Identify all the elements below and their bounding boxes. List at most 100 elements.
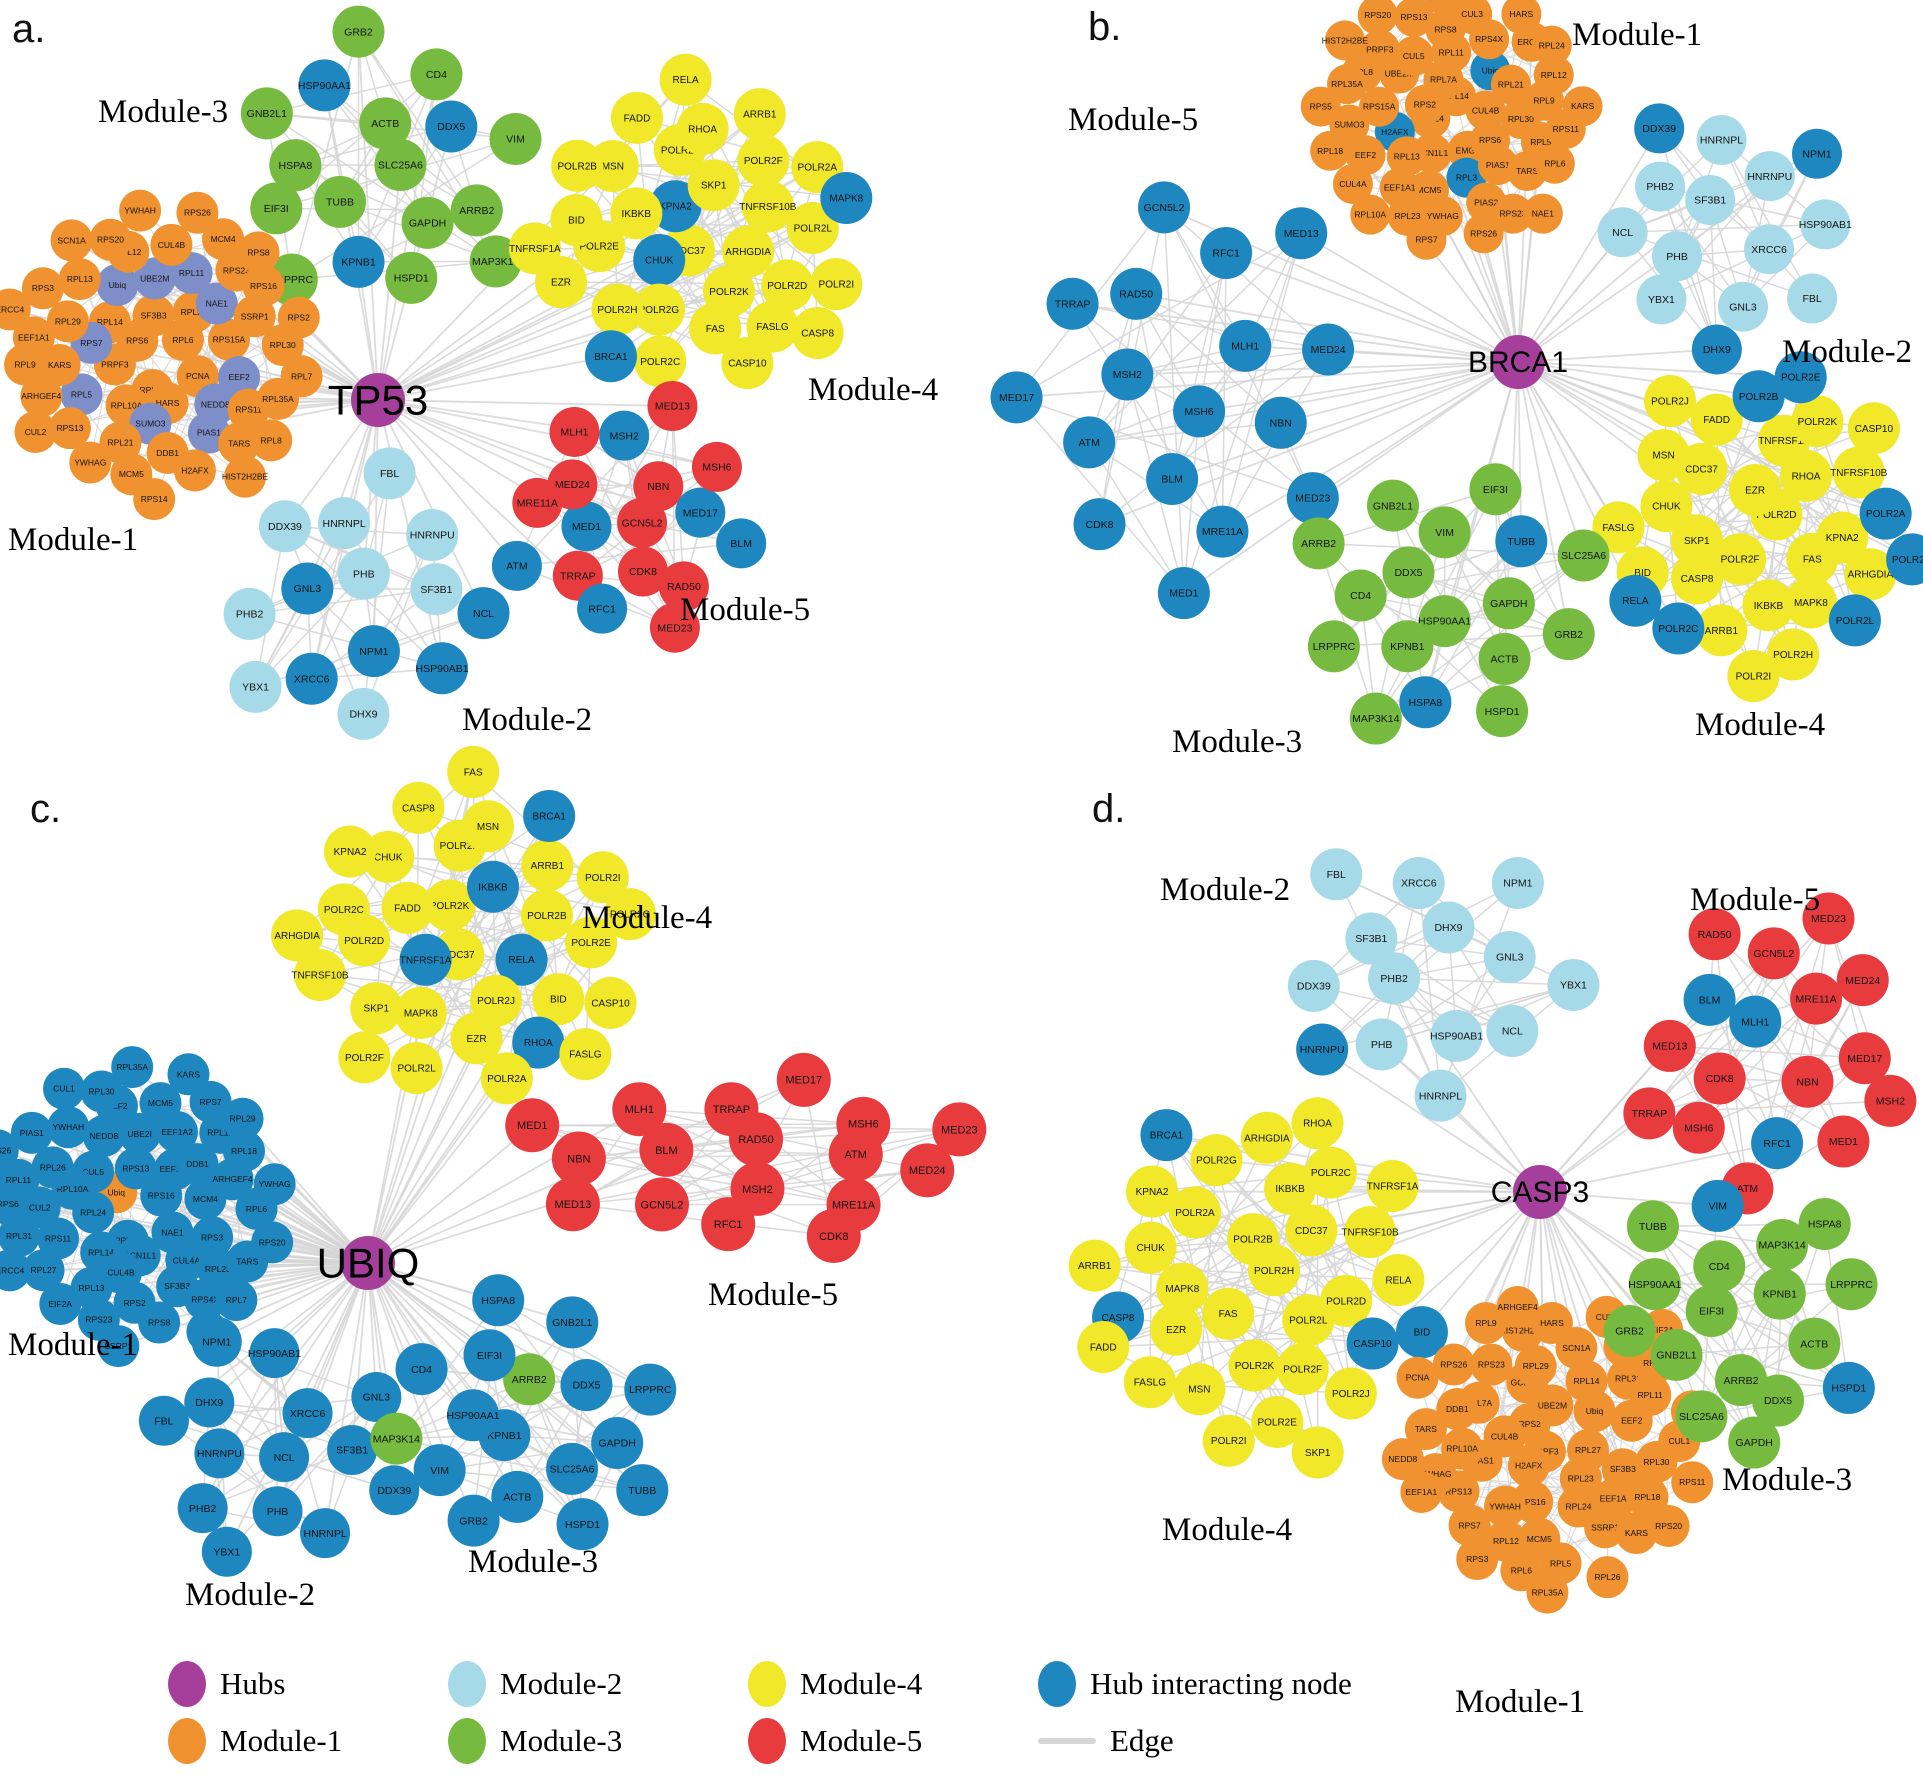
- node-RPL21[interactable]: [1490, 64, 1531, 105]
- node-RELA[interactable]: [1609, 574, 1662, 627]
- node-RPL14[interactable]: [1565, 1360, 1608, 1403]
- node-YWHAH[interactable]: [119, 189, 162, 232]
- node-PHB2[interactable]: [1635, 161, 1686, 212]
- node-FASLG[interactable]: [559, 1028, 612, 1081]
- node-GNB2L1[interactable]: [1650, 1328, 1703, 1381]
- node-HSPA8[interactable]: [472, 1274, 525, 1327]
- node-FAS[interactable]: [447, 745, 500, 798]
- node-LRPPRC[interactable]: [624, 1363, 677, 1416]
- node-ERCC4[interactable]: [0, 288, 31, 331]
- node-TRRAP[interactable]: [1623, 1087, 1676, 1140]
- node-GNL3[interactable]: [1483, 930, 1536, 983]
- node-CDK8[interactable]: [1693, 1052, 1746, 1105]
- node-POLR2K[interactable]: [1228, 1339, 1281, 1392]
- node-POLR2C[interactable]: [317, 883, 370, 936]
- node-RPL6[interactable]: [1534, 143, 1575, 184]
- node-MSN[interactable]: [1637, 429, 1690, 482]
- node-TNFRSF10B[interactable]: [741, 180, 794, 233]
- node-POLR2F[interactable]: [737, 134, 790, 187]
- node-RPL13[interactable]: [1386, 136, 1427, 177]
- node-SKP1[interactable]: [1291, 1426, 1344, 1479]
- node-CUL3[interactable]: [1452, 0, 1493, 35]
- node-NPM1[interactable]: [191, 1316, 242, 1367]
- node-MLH1[interactable]: [1219, 319, 1272, 372]
- node-HNRNPU[interactable]: [406, 509, 459, 562]
- node-NPM1[interactable]: [347, 625, 400, 678]
- node-CUL4B[interactable]: [1465, 90, 1506, 131]
- node-EIF3I[interactable]: [463, 1329, 516, 1382]
- node-UBE2M[interactable]: [133, 257, 176, 300]
- node-CASP10[interactable]: [721, 337, 774, 390]
- node-H2AFX[interactable]: [1507, 1444, 1550, 1487]
- node-FASLG[interactable]: [746, 300, 799, 353]
- node-XRCC6[interactable]: [285, 652, 338, 705]
- node-BRCA1[interactable]: [584, 330, 637, 383]
- node-MED13[interactable]: [1643, 1019, 1696, 1072]
- node-POLR2J[interactable]: [1324, 1367, 1377, 1420]
- node-RHOA[interactable]: [676, 102, 729, 155]
- node-RPL26[interactable]: [1586, 1556, 1629, 1599]
- node-TNFRSF1A[interactable]: [399, 933, 452, 986]
- node-XRCC6[interactable]: [1392, 857, 1445, 910]
- node-MCM4[interactable]: [202, 218, 245, 261]
- node-ACTB[interactable]: [1788, 1317, 1841, 1370]
- node-NCL[interactable]: [457, 587, 510, 640]
- node-SSRP1[interactable]: [97, 1325, 140, 1368]
- node-GCN5L2[interactable]: [634, 1177, 689, 1232]
- node-RPS4X[interactable]: [184, 1278, 227, 1321]
- node-MSH2[interactable]: [1864, 1074, 1917, 1127]
- node-MED24[interactable]: [1302, 323, 1355, 376]
- node-RPL18[interactable]: [223, 1129, 266, 1172]
- node-BID[interactable]: [550, 194, 603, 247]
- node-PHB2[interactable]: [1368, 952, 1421, 1005]
- node-MED13[interactable]: [647, 381, 698, 432]
- node-PHB[interactable]: [337, 547, 390, 600]
- node-MSH2[interactable]: [599, 410, 650, 461]
- node-TUBB[interactable]: [1495, 515, 1548, 568]
- node-BID[interactable]: [532, 973, 585, 1026]
- node-GNB2L1[interactable]: [240, 87, 293, 140]
- node-RPL13[interactable]: [58, 258, 101, 301]
- node-MED24[interactable]: [1836, 954, 1889, 1007]
- node-NBN[interactable]: [551, 1131, 606, 1186]
- node-RHOA[interactable]: [1291, 1097, 1344, 1150]
- node-RAD50[interactable]: [1688, 908, 1741, 961]
- node-MED24[interactable]: [900, 1143, 955, 1198]
- node-TUBB[interactable]: [1626, 1200, 1679, 1253]
- node-RPL26[interactable]: [31, 1146, 74, 1189]
- node-FBL[interactable]: [363, 447, 416, 500]
- node-RPS5[interactable]: [1300, 86, 1341, 127]
- node-RPL12[interactable]: [1533, 54, 1574, 95]
- node-MRE11A[interactable]: [512, 477, 563, 528]
- node-HNRNPL[interactable]: [1696, 115, 1747, 166]
- node-EZR[interactable]: [450, 1012, 503, 1065]
- node-HNRNPL[interactable]: [300, 1508, 351, 1559]
- node-PRPF3[interactable]: [1359, 29, 1400, 70]
- node-HSP90AA1[interactable]: [1418, 595, 1471, 648]
- node-ARHGDIA[interactable]: [1240, 1111, 1293, 1164]
- node-CASP8[interactable]: [791, 306, 844, 359]
- node-POLR2B[interactable]: [1227, 1213, 1280, 1266]
- node-RPS16[interactable]: [242, 264, 285, 307]
- node-MLH1[interactable]: [612, 1082, 667, 1137]
- node-RPS20[interactable]: [251, 1221, 294, 1264]
- node-ARHGEF4[interactable]: [20, 375, 63, 418]
- node-RPL31[interactable]: [0, 1215, 40, 1258]
- node-MRE11A[interactable]: [1790, 972, 1843, 1025]
- node-MED17[interactable]: [675, 487, 726, 538]
- node-RPL29[interactable]: [46, 300, 89, 343]
- node-FASLG[interactable]: [1592, 501, 1645, 554]
- hub-node-TP53[interactable]: [351, 373, 405, 427]
- node-ARRB2[interactable]: [503, 1353, 556, 1406]
- node-KARS[interactable]: [1615, 1512, 1658, 1555]
- node-RPL24[interactable]: [1531, 25, 1572, 66]
- node-HSPA8[interactable]: [1798, 1198, 1851, 1251]
- node-POLR2A[interactable]: [1168, 1186, 1221, 1239]
- node-IKBKB[interactable]: [1742, 579, 1795, 632]
- node-POLR2E[interactable]: [565, 916, 618, 969]
- node-RPL35A[interactable]: [1326, 64, 1367, 105]
- node-POLR2G[interactable]: [604, 888, 657, 941]
- node-GCN5L2[interactable]: [1747, 927, 1800, 980]
- node-TUBB[interactable]: [314, 175, 367, 228]
- node-BRCA1[interactable]: [523, 789, 576, 842]
